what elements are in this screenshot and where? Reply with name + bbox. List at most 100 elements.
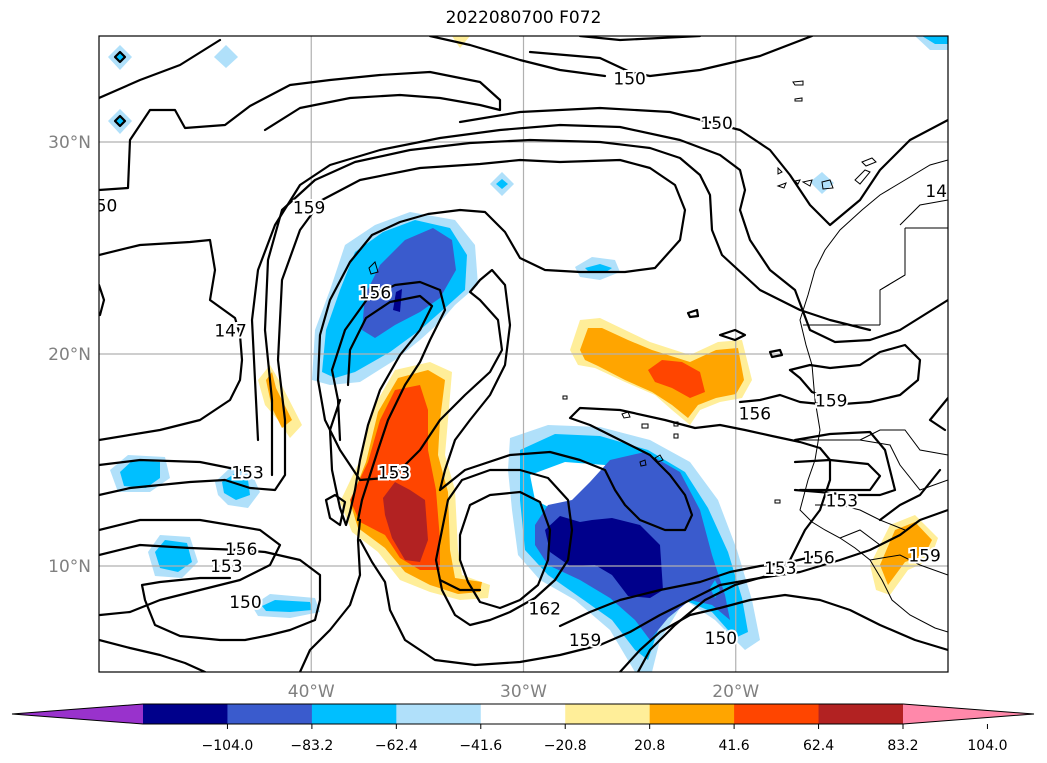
shade-region	[496, 179, 508, 189]
svg-text:150: 150	[700, 114, 732, 134]
lon-tick-label: 40°W	[288, 682, 335, 702]
contour-label: 159	[291, 197, 327, 221]
positive-anomaly-shading	[258, 36, 938, 600]
contour-line	[878, 468, 942, 522]
contour-label: 159	[567, 629, 603, 653]
contour-line	[328, 294, 434, 527]
contour-label: 156	[223, 538, 259, 562]
country-border	[815, 504, 948, 576]
contour-label: 150	[611, 67, 647, 91]
contour-line	[618, 593, 948, 672]
country-border	[800, 429, 948, 491]
contour-line	[788, 368, 822, 397]
contour-label: 162	[526, 597, 562, 621]
svg-text:156: 156	[359, 284, 391, 304]
svg-text:153: 153	[231, 464, 263, 484]
contour-line	[358, 508, 948, 667]
contour-line	[250, 123, 948, 442]
contour-label: 153	[824, 489, 860, 513]
colorbar-tick-label: 62.4	[803, 738, 834, 754]
contour-line	[99, 283, 106, 317]
contour-line	[99, 458, 242, 472]
contour-line	[434, 468, 574, 627]
lon-tick-label: 20°W	[712, 682, 759, 702]
contour-line	[99, 543, 322, 642]
contour-line	[793, 430, 897, 497]
colorbar-swatch	[565, 704, 651, 724]
country-border	[879, 199, 948, 291]
colorbar-tick-label: −104.0	[202, 738, 254, 754]
contour-line	[686, 308, 700, 319]
contour-label: 147	[212, 320, 248, 344]
map-frame	[98, 35, 949, 673]
colorbar-extend-high	[903, 704, 1034, 724]
shade-region	[266, 372, 292, 428]
svg-text:153: 153	[210, 557, 242, 577]
contour-line	[438, 406, 832, 672]
contour-label: 156	[737, 402, 773, 426]
colorbar-swatch	[818, 704, 904, 724]
colorbar-tick-label: 104.0	[967, 738, 1007, 754]
shade-region	[214, 45, 238, 68]
colorbar-tick-label: −83.2	[290, 738, 333, 754]
svg-text:153: 153	[764, 559, 796, 579]
contour-line	[718, 328, 747, 342]
contour-line	[99, 518, 282, 617]
contour-line	[99, 638, 207, 672]
svg-text:156: 156	[802, 549, 834, 569]
colorbar-swatch	[311, 704, 397, 724]
contour-line	[113, 50, 127, 64]
lat-tick-label: 30°N	[48, 133, 91, 153]
lat-lon-grid	[99, 36, 948, 672]
colorbar-extend-low	[12, 704, 143, 724]
contour-line	[263, 138, 872, 477]
colorbar-tick-label: −41.6	[459, 738, 502, 754]
contour-label: 153	[762, 557, 798, 581]
svg-text:150: 150	[613, 69, 645, 89]
contour-line	[558, 553, 822, 628]
coastline	[799, 159, 948, 633]
shade-region	[383, 482, 428, 562]
contour-line	[99, 238, 244, 442]
contour-line	[438, 578, 482, 592]
svg-text:150: 150	[705, 629, 737, 649]
colorbar-swatch	[396, 704, 482, 724]
contour-label: 159	[813, 390, 849, 414]
svg-text:156: 156	[739, 404, 771, 424]
contour-label: 153	[208, 555, 244, 579]
shade-region	[585, 264, 612, 273]
contour-line	[113, 114, 127, 128]
coastline	[562, 395, 781, 504]
colorbar-swatch	[143, 704, 228, 724]
contour-line	[458, 490, 552, 610]
contour-label: 156	[800, 547, 836, 571]
contour-line	[578, 36, 702, 42]
shade-region	[262, 600, 312, 612]
colorbar-tick-label: 20.8	[634, 738, 665, 754]
colorbar-swatch	[227, 704, 313, 724]
svg-text:147: 147	[214, 322, 246, 342]
colorbar-swatch	[734, 704, 820, 724]
height-contours	[99, 36, 948, 672]
axis-tick-labels: 40°W 30°W 20°W 30°N 20°N 10°N	[48, 133, 759, 702]
contour-line	[324, 493, 347, 527]
coastline	[776, 80, 877, 190]
contour-line	[428, 36, 607, 78]
svg-text:150: 150	[229, 593, 261, 613]
svg-text:159: 159	[569, 631, 601, 651]
svg-text:147: 147	[925, 182, 957, 202]
contour-line	[99, 158, 687, 497]
colorbar-outline	[11, 703, 1035, 725]
contour-line	[330, 280, 447, 522]
contour-label: 153	[229, 462, 265, 486]
lat-tick-label: 20°N	[48, 345, 91, 365]
colorbar-swatch	[480, 704, 566, 724]
contour-line	[99, 38, 222, 100]
shade-region	[922, 36, 948, 44]
contour-line	[458, 106, 948, 227]
contour-label: 150	[698, 112, 734, 136]
svg-text:156: 156	[225, 540, 257, 560]
shade-region	[648, 360, 705, 398]
